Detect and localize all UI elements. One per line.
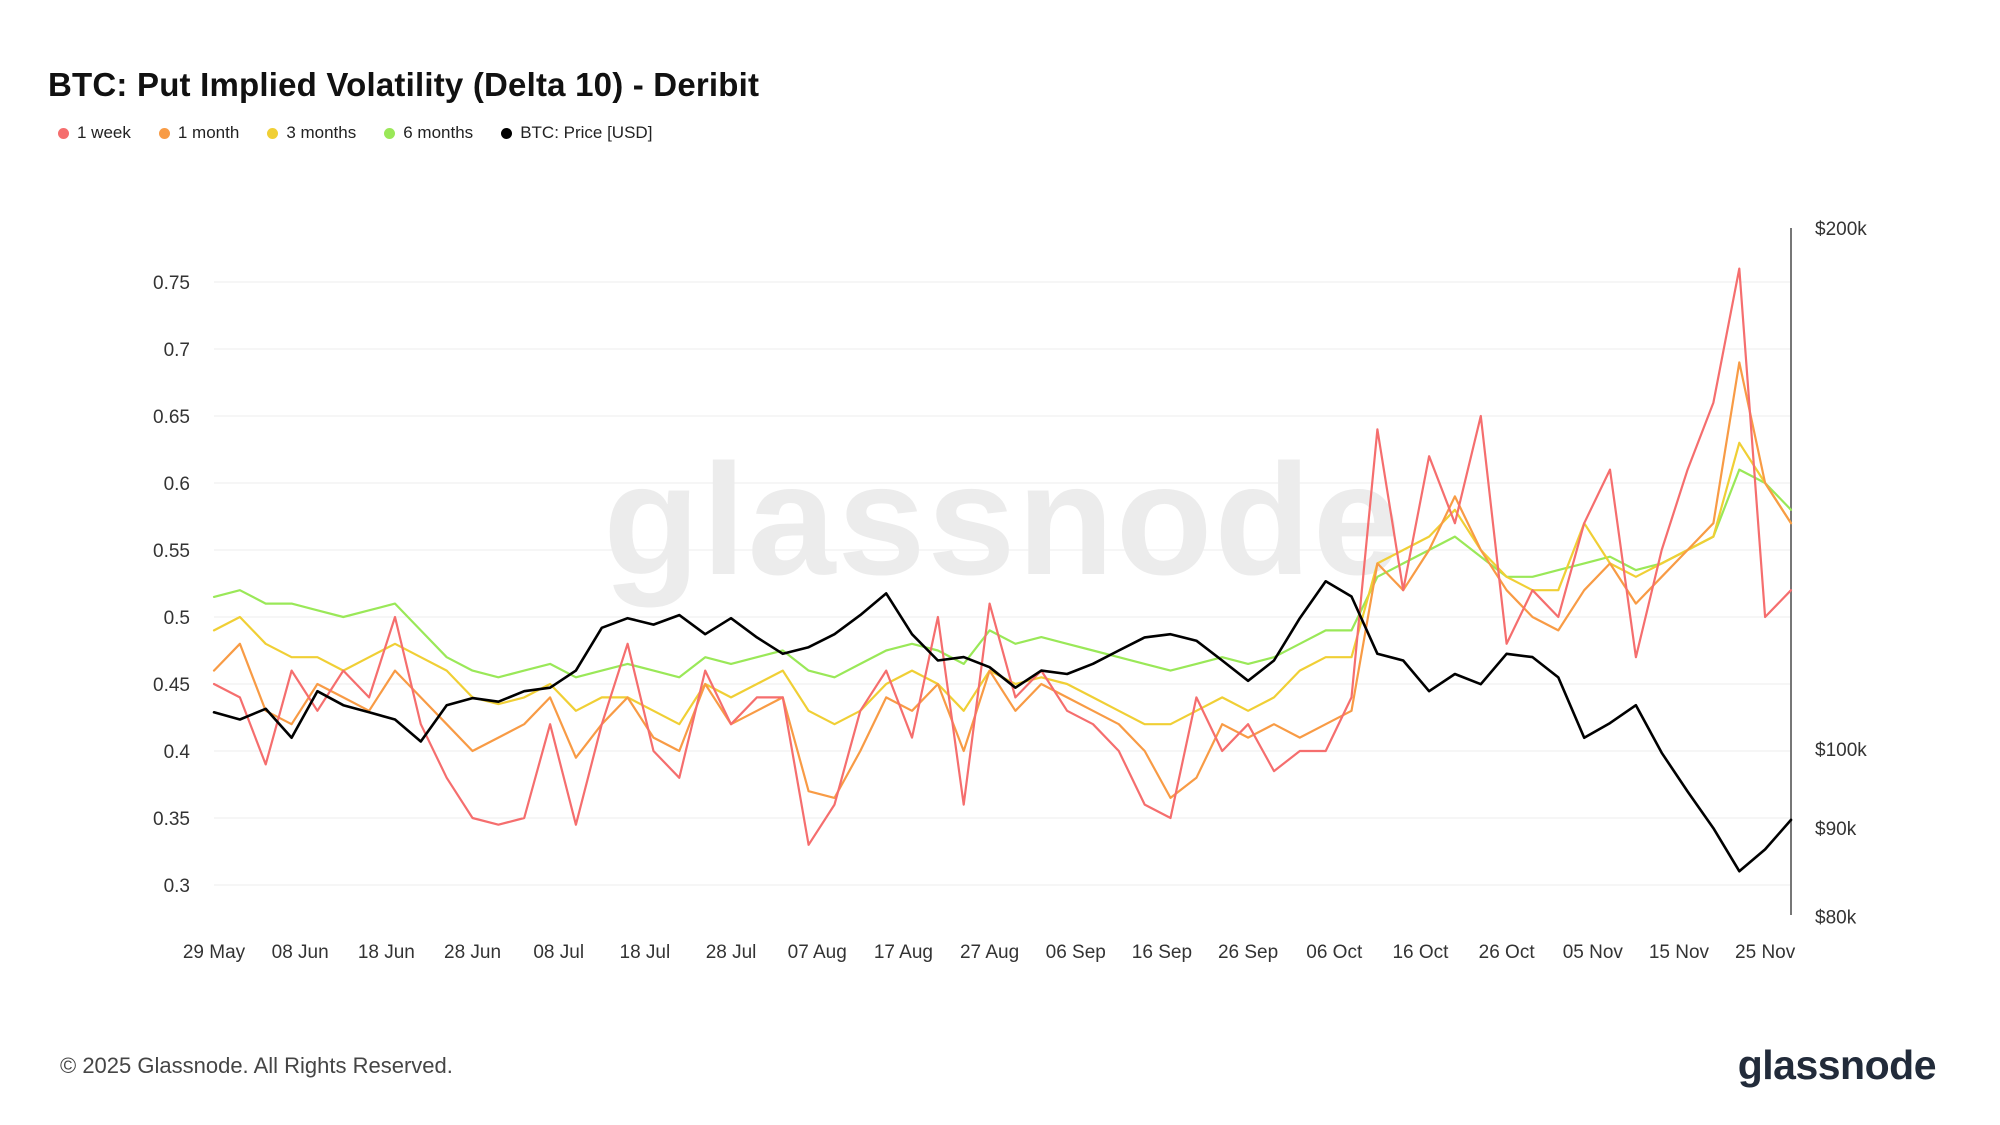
- x-axis-tick-label: 08 Jun: [272, 942, 329, 963]
- x-axis-tick-label: 07 Aug: [788, 942, 847, 963]
- series-line-1-week: [212, 267, 1793, 846]
- right-axis-tick-label: $90k: [1815, 819, 1857, 840]
- x-axis-tick-label: 28 Jul: [706, 942, 757, 963]
- legend-item-btc-price-usd[interactable]: BTC: Price [USD]: [501, 123, 652, 143]
- x-axis-tick-label: 26 Sep: [1218, 942, 1278, 963]
- legend: 1 week 1 month 3 months 6 months BTC: Price …: [58, 123, 652, 143]
- left-axis-tick-label: 0.7: [164, 340, 190, 361]
- left-axis-tick-label: 0.55: [153, 541, 190, 562]
- right-axis-tick-label: $200k: [1815, 219, 1867, 240]
- series-line-6-months: [212, 468, 1793, 679]
- legend-label: 1 week: [77, 123, 131, 142]
- x-axis-tick-label: 08 Jul: [533, 942, 584, 963]
- x-axis-tick-label: 27 Aug: [960, 942, 1019, 963]
- right-axis-tick-label: $80k: [1815, 908, 1857, 929]
- x-axis-tick-label: 28 Jun: [444, 942, 501, 963]
- legend-item-6-months[interactable]: 6 months: [384, 123, 473, 143]
- left-axis-tick-label: 0.45: [153, 675, 190, 696]
- left-axis-tick-label: 0.5: [164, 608, 190, 629]
- x-axis-tick-label: 05 Nov: [1563, 942, 1624, 963]
- legend-label: 6 months: [403, 123, 474, 142]
- x-axis-tick-label: 15 Nov: [1649, 942, 1710, 963]
- legend-dot: [501, 127, 513, 139]
- left-axis-tick-label: 0.3: [164, 876, 190, 897]
- legend-dot: [58, 127, 69, 139]
- x-axis-tick-label: 26 Oct: [1479, 942, 1536, 963]
- legend-item-1-month[interactable]: 1 month: [158, 123, 240, 143]
- x-axis-tick-label: 17 Aug: [874, 942, 933, 963]
- left-axis-tick-label: 0.75: [153, 273, 190, 294]
- left-axis-tick-label: 0.65: [153, 407, 190, 428]
- left-axis-tick-label: 0.35: [153, 809, 190, 830]
- x-axis-tick-label: 16 Oct: [1392, 942, 1449, 963]
- series-line-btc-price-usd: [212, 579, 1793, 873]
- copyright-text: © 2025 Glassnode. All Rights Reserved.: [60, 1053, 453, 1078]
- left-axis-tick-label: 0.6: [164, 474, 190, 495]
- glassnode-logo: glassnode: [1737, 1042, 1937, 1088]
- right-axis-tick-label: $100k: [1815, 740, 1867, 761]
- legend-dot: [384, 127, 396, 139]
- legend-item-1-week[interactable]: 1 week: [58, 123, 131, 143]
- page-title: BTC: Put Implied Volatility (Delta 10) -…: [48, 66, 760, 104]
- legend-label: BTC: Price [USD]: [520, 123, 653, 142]
- x-axis-tick-label: 16 Sep: [1132, 942, 1192, 963]
- left-axis-tick-label: 0.4: [164, 742, 191, 763]
- legend-label: 3 months: [286, 123, 357, 142]
- series-line-1-month: [212, 361, 1793, 800]
- legend-item-3-months[interactable]: 3 months: [267, 123, 356, 143]
- x-axis-tick-label: 25 Nov: [1735, 942, 1796, 963]
- legend-dot: [267, 127, 279, 139]
- x-axis-tick-label: 06 Sep: [1046, 942, 1106, 963]
- x-axis-tick-label: 18 Jul: [620, 942, 671, 963]
- series-line-3-months: [212, 441, 1793, 726]
- x-axis-tick-label: 29 May: [183, 942, 246, 963]
- x-axis-tick-label: 06 Oct: [1306, 942, 1363, 963]
- legend-label: 1 month: [177, 123, 240, 142]
- legend-dot: [158, 127, 170, 139]
- x-axis-tick-label: 18 Jun: [358, 942, 415, 963]
